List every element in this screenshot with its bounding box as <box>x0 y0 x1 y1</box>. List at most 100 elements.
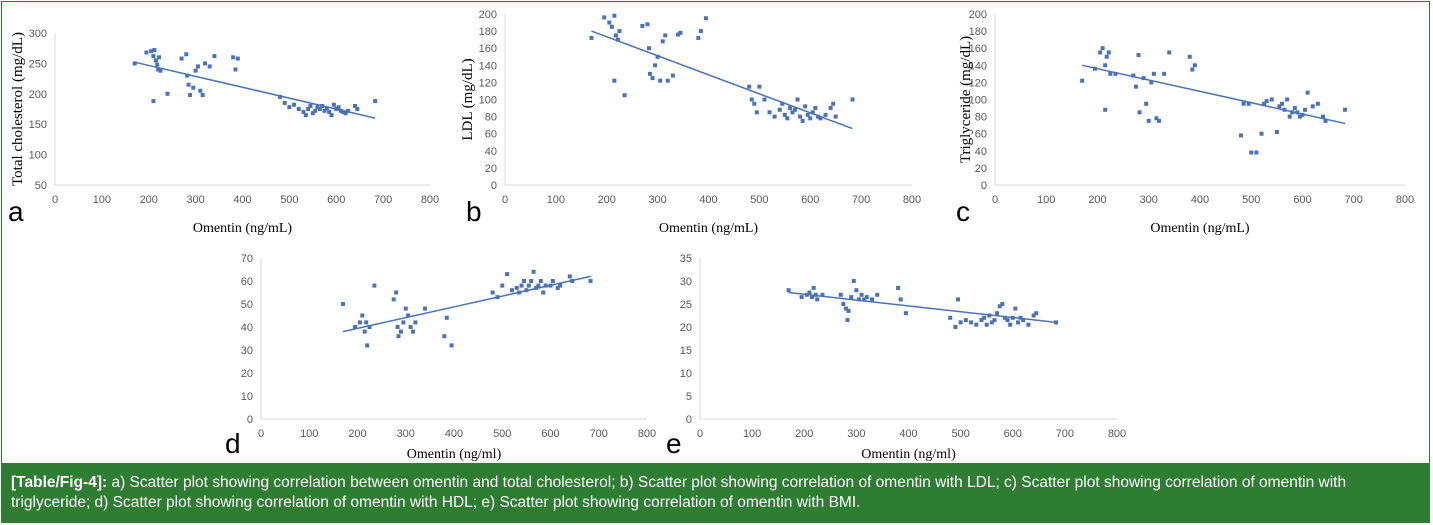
scatter-point <box>1239 133 1243 138</box>
scatter-point <box>1021 318 1026 323</box>
scatter-chart-e: 0 100 200 300 400 500 600 700 800 0 5 10 15 20 25 30 35 O… <box>680 253 1126 462</box>
scatter-point <box>609 24 614 29</box>
x-tick-label: 800 <box>903 194 921 206</box>
y-tick-label: 15 <box>680 345 692 357</box>
y-tick-label: 0 <box>981 180 987 192</box>
scatter-point <box>292 102 297 107</box>
x-tick-label: 200 <box>348 428 366 440</box>
scatter-point <box>401 320 406 325</box>
scatter-point <box>1131 73 1136 78</box>
scatter-point <box>953 325 958 329</box>
scatter-point <box>1098 50 1103 55</box>
scatter-point <box>992 318 997 323</box>
scatter-point <box>278 94 282 99</box>
y-tick-label: 120 <box>479 77 497 89</box>
y-tick-label: 70 <box>241 253 253 265</box>
y-tick-label: 30 <box>680 276 692 288</box>
scatter-point <box>1300 112 1305 117</box>
scatter-point <box>969 320 974 325</box>
x-tick-label: 0 <box>52 194 58 206</box>
scatter-point <box>665 78 670 83</box>
scatter-point <box>645 22 650 27</box>
scatter-point <box>200 93 205 98</box>
scatter-point <box>749 97 754 102</box>
scatter-point <box>696 35 701 40</box>
scatter-point <box>1249 150 1254 155</box>
caption-tag: [Table/Fig-4]: <box>11 474 108 491</box>
scatter-chart-b: 0 100 200 300 400 500 600 700 800 0 20 40 60 80 100 120… <box>460 9 921 236</box>
scatter-point <box>856 297 861 302</box>
x-tick-label: 200 <box>140 194 158 206</box>
scatter-point <box>306 107 311 111</box>
scatter-point <box>613 33 618 38</box>
scatter-point <box>517 290 522 295</box>
scatter-point <box>820 292 825 297</box>
x-tick-label: 300 <box>397 428 415 440</box>
scatter-point <box>790 110 795 115</box>
scatter-point <box>1190 67 1195 72</box>
scatter-point <box>851 279 856 283</box>
scatter-point <box>1104 54 1109 59</box>
y-tick-label: 150 <box>29 119 47 131</box>
scatter-point <box>1026 322 1031 327</box>
scatter-point <box>391 297 396 302</box>
scatter-point <box>1241 101 1246 106</box>
scatter-point <box>647 71 652 76</box>
scatter-point <box>653 63 658 68</box>
panel-label-a: a <box>8 196 24 227</box>
x-tick-label: 700 <box>1345 194 1363 206</box>
scatter-point <box>186 82 191 87</box>
scatter-point <box>442 334 447 339</box>
scatter-point <box>296 107 301 111</box>
scatter-chart-a: 0 100 200 300 400 500 600 700 800 50 100 150 200 250 3… <box>10 28 439 236</box>
y-tick-label: 40 <box>485 146 497 158</box>
scatter-point <box>541 290 546 295</box>
x-tick-label: 300 <box>847 428 865 440</box>
scatter-point <box>287 105 292 110</box>
y-tick-label: 0 <box>686 414 692 426</box>
scatter-point <box>345 108 350 113</box>
y-tick-label: 30 <box>241 345 253 357</box>
scatter-point <box>343 111 348 116</box>
scatter-point <box>1108 71 1113 76</box>
scatter-point <box>322 108 327 113</box>
scatter-point <box>984 322 989 327</box>
scatter-point <box>896 285 901 290</box>
y-tick-label: 180 <box>969 26 987 38</box>
scatter-point <box>315 105 320 110</box>
x-tick-label: 800 <box>638 428 656 440</box>
x-tick-label: 100 <box>93 194 111 206</box>
scatter-point <box>331 102 336 107</box>
x-tick-label: 300 <box>186 194 204 206</box>
scatter-point <box>1005 318 1010 323</box>
scatter-point <box>798 114 803 119</box>
scatter-point <box>875 292 880 297</box>
scatter-point <box>570 279 575 283</box>
scatter-point <box>588 279 593 283</box>
scatter-point <box>313 108 318 113</box>
chart-panel-e: 0 100 200 300 400 500 600 700 800 0 5 10 15 20 25 30 35 O… <box>660 248 1140 463</box>
scatter-point <box>373 99 378 104</box>
scatter-point <box>1280 101 1284 106</box>
scatter-point <box>811 285 816 290</box>
scatter-point <box>956 297 961 302</box>
scatter-point <box>602 15 607 20</box>
x-tick-label: 500 <box>951 428 969 440</box>
scatter-point <box>398 329 403 334</box>
x-tick-label: 600 <box>801 194 819 206</box>
scatter-point <box>526 283 531 288</box>
scatter-point <box>329 113 334 118</box>
scatter-point <box>678 30 683 35</box>
scatter-point <box>360 313 365 318</box>
scatter-point <box>655 54 660 59</box>
scatter-point <box>903 311 908 316</box>
scatter-point <box>1315 101 1320 106</box>
scatter-point <box>1295 110 1300 115</box>
scatter-point <box>589 35 594 40</box>
y-tick-label: 20 <box>680 322 692 334</box>
scatter-point <box>1303 107 1308 112</box>
scatter-point <box>500 283 505 288</box>
scatter-point <box>850 97 855 102</box>
x-tick-label: 200 <box>1088 194 1106 206</box>
x-tick-label: 700 <box>590 428 608 440</box>
